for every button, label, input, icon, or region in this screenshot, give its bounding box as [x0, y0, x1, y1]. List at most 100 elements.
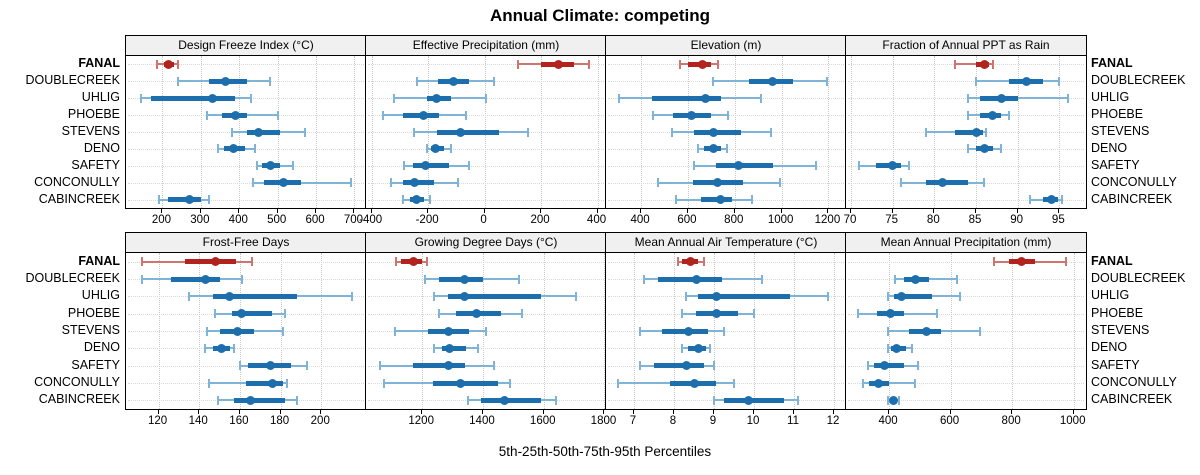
- site-label-left-conconully: CONCONULLY: [34, 375, 120, 389]
- row-guide: [368, 165, 604, 167]
- axis-tick-label: 8: [669, 415, 677, 427]
- median-dot: [419, 110, 429, 120]
- site-label-left-uhlig: UHLIG: [81, 90, 120, 105]
- cap-95th: [958, 291, 961, 301]
- axis-tick: [633, 409, 634, 414]
- axis-tick-label: 0: [480, 214, 487, 226]
- cap-95th: [574, 291, 577, 301]
- x-axis: 400 600 800 1000: [845, 409, 1085, 431]
- cap-95th: [306, 361, 309, 371]
- median-dot: [911, 274, 921, 284]
- median-dot: [689, 378, 699, 388]
- cap-95th: [350, 291, 353, 301]
- row-guide: [848, 199, 1084, 201]
- site-label-right-uhlig: UHLIG: [1091, 288, 1130, 303]
- site-label-left-uhlig: UHLIG: [81, 288, 120, 303]
- site-label-right-phoebe: PHOEBE: [1091, 305, 1144, 320]
- cap-5th: [141, 257, 144, 267]
- cap-5th: [140, 93, 143, 103]
- cap-5th: [857, 309, 860, 319]
- median-dot: [1046, 195, 1056, 205]
- axis-tick-label: 9: [709, 415, 717, 427]
- panel-mean-annual-precipitation-mm-: Mean Annual Precipitation (mm): [845, 232, 1087, 410]
- row-guide: [128, 279, 364, 280]
- interquartile-bar: [654, 363, 704, 369]
- axis-tick-label: 180: [269, 415, 290, 427]
- cap-5th: [643, 274, 645, 284]
- site-label-left-deno: DENO: [83, 140, 120, 155]
- axis-tick-label: 300: [190, 214, 210, 226]
- axis-tick: [353, 208, 355, 213]
- median-dot: [230, 110, 240, 120]
- median-dot: [229, 144, 239, 154]
- cap-5th: [188, 291, 191, 301]
- percentile-whisker: [955, 63, 993, 66]
- axis-tick: [733, 208, 735, 213]
- interquartile-bar: [168, 197, 201, 203]
- row-guide: [368, 199, 604, 201]
- interquartile-bar: [184, 259, 236, 265]
- interquartile-bar: [716, 163, 774, 169]
- panel-elevation-m-: Elevation (m): [605, 35, 847, 209]
- cap-95th: [1058, 76, 1061, 86]
- median-dot: [971, 127, 981, 137]
- median-dot: [443, 361, 453, 371]
- cap-95th: [985, 127, 987, 137]
- cap-5th: [639, 361, 641, 371]
- site-label-right-stevens: STEVENS: [1091, 323, 1150, 337]
- cap-95th: [1065, 257, 1067, 267]
- cap-5th: [711, 76, 714, 86]
- cap-95th: [285, 378, 288, 388]
- panel-title: Effective Precipitation (mm): [366, 36, 606, 56]
- cap-5th: [858, 161, 861, 171]
- cap-5th: [1029, 195, 1032, 205]
- cap-95th: [588, 59, 591, 69]
- cap-5th: [216, 395, 219, 405]
- x-axis: 7 8 9 10 11 12: [605, 409, 845, 431]
- interquartile-bar: [658, 276, 722, 282]
- axis-tick: [320, 409, 322, 414]
- median-dot: [938, 178, 948, 188]
- site-label-left-safety: SAFETY: [71, 157, 120, 172]
- cap-95th: [269, 76, 271, 86]
- median-dot: [443, 326, 453, 336]
- median-dot: [233, 326, 243, 336]
- axis-tick-label: 400: [586, 214, 607, 226]
- x-axis: 70 75 80 85 90 95: [843, 208, 1085, 230]
- interquartile-bar: [651, 95, 721, 101]
- panel-design-freeze-index-c-: Design Freeze Index (°C): [125, 35, 367, 209]
- axis-tick: [1072, 409, 1074, 414]
- cap-5th: [433, 343, 436, 353]
- site-label-left-fanal: FANAL: [78, 253, 120, 268]
- site-label-right-cabincreek: CABINCREEK: [1091, 191, 1173, 206]
- cap-95th: [492, 361, 495, 371]
- site-label-left-stevens: STEVENS: [61, 124, 120, 138]
- axis-tick-label: 1800: [590, 415, 617, 427]
- cap-95th: [759, 93, 762, 103]
- cap-95th: [991, 59, 994, 69]
- axis-tick-label: 700: [343, 214, 364, 226]
- gridline: [604, 253, 606, 409]
- median-dot: [278, 178, 288, 188]
- axis-tick-label: 70: [843, 214, 857, 226]
- cap-95th: [779, 178, 782, 188]
- axis-tick-label: 1200: [408, 415, 434, 427]
- cap-95th: [717, 59, 720, 69]
- cap-95th: [240, 274, 243, 284]
- median-dot: [988, 110, 998, 120]
- axis-tick: [238, 208, 240, 213]
- median-dot: [979, 144, 989, 154]
- percentiles-axis-label: 5th-25th-50th-75th-95th Percentiles: [498, 444, 712, 459]
- median-dot: [686, 110, 696, 120]
- cap-95th: [935, 309, 938, 319]
- median-dot: [886, 309, 896, 319]
- row-guide: [608, 64, 844, 66]
- interquartile-bar: [246, 129, 280, 135]
- axis-tick-label: 140: [188, 415, 208, 427]
- cap-95th: [827, 291, 829, 301]
- cap-5th: [966, 110, 969, 120]
- median-dot: [200, 274, 210, 284]
- cap-95th: [276, 110, 279, 120]
- x-axis: 400 600 800 1000 1200: [605, 208, 845, 230]
